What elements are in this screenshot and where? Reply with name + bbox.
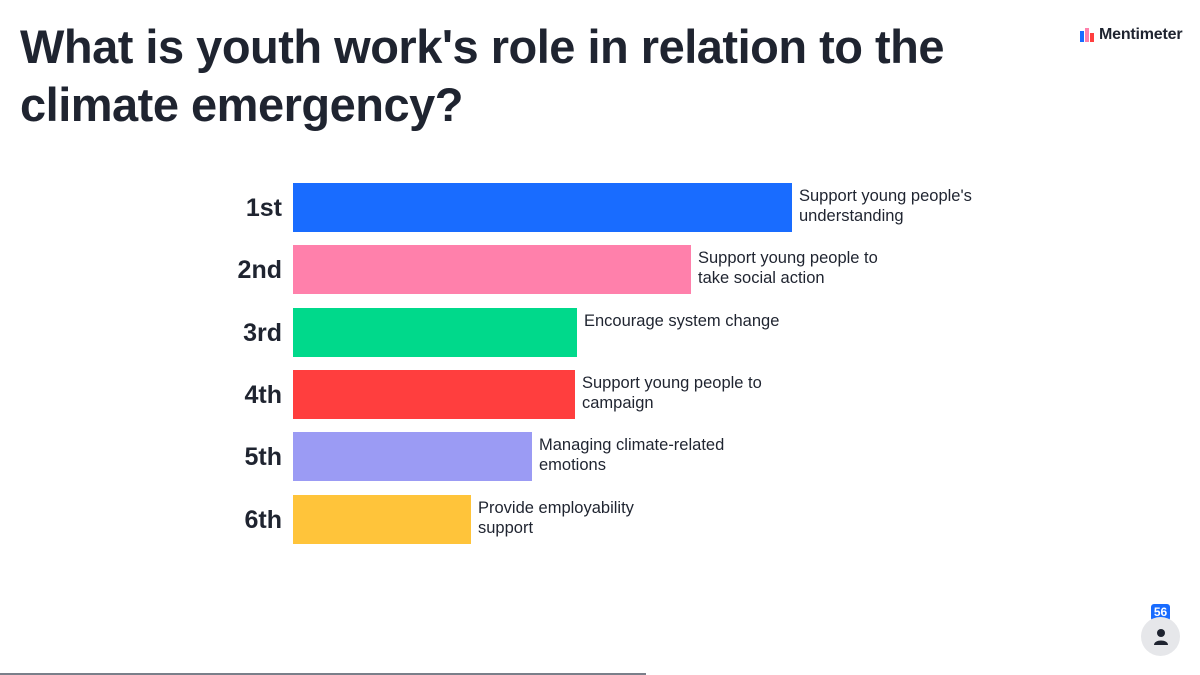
rank-option-label: Encourage system change	[584, 311, 780, 330]
rank-row: 3rd Encourage system change	[0, 307, 1100, 358]
rank-option-label: Managing climate-related emotions	[539, 436, 725, 475]
rank-option-label: Support young people to take social acti…	[698, 249, 878, 288]
rank-bar	[293, 307, 577, 357]
rank-bar	[293, 245, 691, 295]
rank-position: 3rd	[243, 318, 282, 347]
rank-position: 2nd	[237, 256, 282, 285]
person-icon	[1153, 628, 1168, 645]
rank-row: 5th Managing climate-related emotions	[0, 432, 1100, 482]
rank-option-label: Support young people to campaign	[582, 373, 762, 412]
rank-bar	[293, 494, 471, 544]
rank-option-label: Support young people's understanding	[799, 187, 972, 225]
rank-bar	[293, 432, 532, 482]
rank-bar	[293, 183, 792, 232]
rank-option-label: Provide employability support	[478, 498, 634, 537]
question-title: What is youth work's role in relation to…	[20, 20, 945, 131]
mentimeter-logo-icon	[1080, 28, 1094, 42]
rank-bar	[293, 369, 575, 419]
progress-line	[0, 673, 646, 675]
mentimeter-brand: Mentimeter	[1080, 26, 1183, 44]
rank-row: 6th Provide employability support	[0, 494, 1100, 545]
rank-row: 2nd Support young people to take social a…	[0, 245, 1100, 295]
audience-button[interactable]	[1141, 617, 1180, 656]
brand-name: Mentimeter	[1099, 26, 1183, 43]
rank-position: 1st	[245, 194, 282, 222]
rank-row: 1st Support young people's understanding	[0, 183, 1100, 233]
rank-position: 5th	[244, 443, 283, 472]
rank-row: 4th Support young people to campaign	[0, 369, 1100, 420]
rank-position: 4th	[244, 380, 283, 409]
audience-count-badge: 56	[1151, 604, 1170, 621]
rank-position: 6th	[244, 505, 283, 534]
